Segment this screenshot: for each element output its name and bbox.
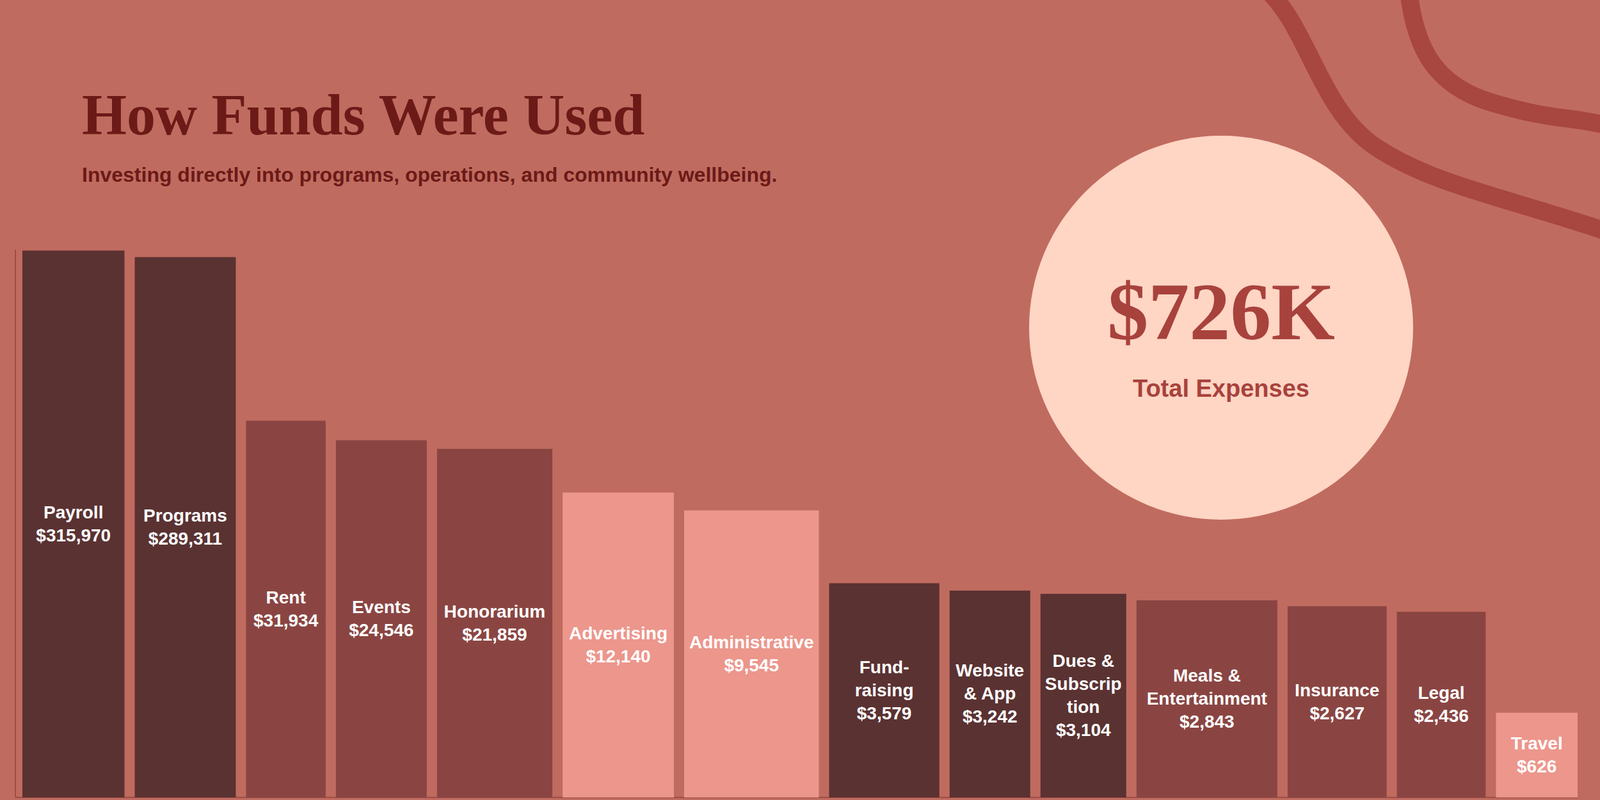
category-label-line: Website (955, 660, 1024, 681)
category-label-line: tion (1066, 696, 1100, 717)
bar (1397, 611, 1487, 798)
bar (135, 257, 237, 798)
bars (22, 250, 1578, 798)
value-label: $3,242 (962, 706, 1018, 727)
bar (1040, 593, 1127, 798)
category-label-line: Advertising (568, 623, 668, 644)
bar (684, 510, 820, 798)
category-label: Payroll (43, 502, 104, 523)
category-label: Programs (143, 505, 228, 526)
category-label-line: Administrative (689, 632, 815, 653)
value-label: $21,859 (462, 624, 527, 645)
title: How Funds Were Used (81, 83, 645, 147)
category-label-line: Travel (1511, 733, 1563, 754)
y-axis-line (14, 249, 16, 798)
category-label-line: Programs (143, 505, 228, 526)
category-label-line: Dues & (1052, 650, 1115, 671)
bar (245, 420, 326, 798)
value-label: $2,843 (1179, 711, 1235, 732)
category-label-line: Payroll (43, 502, 104, 523)
category-label: Insurance (1294, 680, 1380, 701)
value-label: $289,311 (148, 528, 223, 549)
category-label-line: & App (963, 683, 1016, 704)
category-label-line: Subscrip (1045, 673, 1122, 694)
value-label: $2,627 (1309, 703, 1365, 724)
bar (1136, 600, 1278, 798)
value-label: $2,436 (1413, 705, 1469, 726)
bar (1495, 712, 1578, 798)
total-circle (1029, 135, 1414, 520)
value-label: $12,140 (585, 646, 651, 667)
value-label: $9,545 (723, 655, 779, 676)
category-label: Meals &Entertainment (1146, 665, 1268, 709)
value-label: $3,104 (1056, 720, 1112, 740)
value-label: $24,546 (348, 620, 414, 640)
category-label: Administrative (689, 632, 815, 653)
category-label-line: Honorarium (444, 601, 546, 622)
category-label-line: Fund- (859, 657, 910, 678)
value-label: $3,579 (856, 703, 912, 724)
category-label-line: Events (352, 597, 411, 617)
bar (22, 250, 125, 798)
background (0, 0, 1600, 800)
chart-root: How Funds Were Used Investing directly in… (0, 0, 1600, 800)
bar (336, 440, 427, 798)
bar-labels: Payroll$315,970 Programs$289,311 Rent$31,9… (35, 502, 1563, 777)
category-label: Advertising (568, 623, 668, 644)
category-label: Website& App (955, 660, 1024, 704)
total-value: $726K (1107, 266, 1336, 358)
category-label-line: Entertainment (1146, 688, 1268, 709)
value-label: $31,934 (253, 610, 319, 631)
decor-curve (1408, 0, 1600, 127)
category-label-line: raising (855, 680, 914, 701)
category-label: Dues &Subscription (1045, 650, 1122, 717)
category-label-line: Legal (1417, 682, 1465, 703)
category-label: Legal (1417, 682, 1465, 703)
subtitle: Investing directly into programs, operat… (81, 163, 777, 187)
category-label-line: Meals & (1173, 665, 1241, 686)
total-caption: Total Expenses (1132, 375, 1310, 402)
bar (562, 492, 674, 798)
category-label: Fund-raising (855, 657, 914, 701)
bar (949, 590, 1031, 798)
category-label-line: Insurance (1294, 680, 1380, 701)
category-label: Events (352, 597, 411, 617)
bar (828, 583, 939, 798)
value-label: $315,970 (35, 525, 111, 546)
category-label-line: Rent (266, 587, 306, 608)
value-label: $626 (1516, 756, 1557, 777)
bar (1287, 606, 1387, 798)
category-label: Honorarium (444, 601, 546, 622)
category-label: Travel (1511, 733, 1563, 754)
bar (437, 448, 553, 798)
category-label: Rent (266, 587, 306, 608)
